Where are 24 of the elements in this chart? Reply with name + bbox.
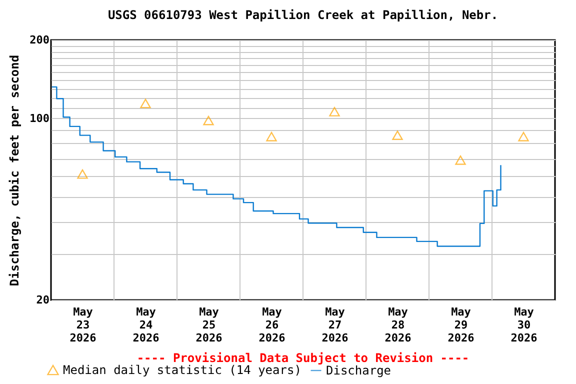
point: [266, 132, 277, 142]
point: [518, 132, 529, 142]
x-tick-label: May 26 2026: [258, 306, 286, 344]
point: [140, 98, 151, 108]
y-tick-label: 100: [30, 112, 50, 125]
text: ---- Provisional Data Subject to Revision ----: [136, 351, 470, 365]
point: [203, 116, 214, 126]
x-tick-label: May 29 2026: [448, 306, 475, 344]
x-tick-label: May 24 2026: [132, 306, 160, 344]
legend-label: Median daily statistic (14 years): [63, 363, 302, 378]
x-tick-label: May 23 2026: [70, 306, 97, 344]
y-axis-title: Discharge, cubic feet per second: [8, 54, 22, 286]
point: [77, 169, 88, 179]
y-tick-label: 20: [36, 294, 50, 306]
point: [455, 155, 466, 165]
x-tick-label: May 27 2026: [322, 306, 349, 344]
chart-title: USGS 06610793 West Papillion Creek at Papillion, Nebr.: [108, 8, 498, 22]
y-tick-label: 200: [30, 34, 50, 46]
point: [392, 130, 403, 140]
x-tick-label: May 28 2026: [384, 306, 412, 344]
legend-label: Discharge: [326, 364, 392, 378]
x-tick-label: May 30 2026: [510, 306, 538, 344]
point: [329, 106, 340, 116]
x-tick-label: May 25 2026: [196, 306, 223, 344]
